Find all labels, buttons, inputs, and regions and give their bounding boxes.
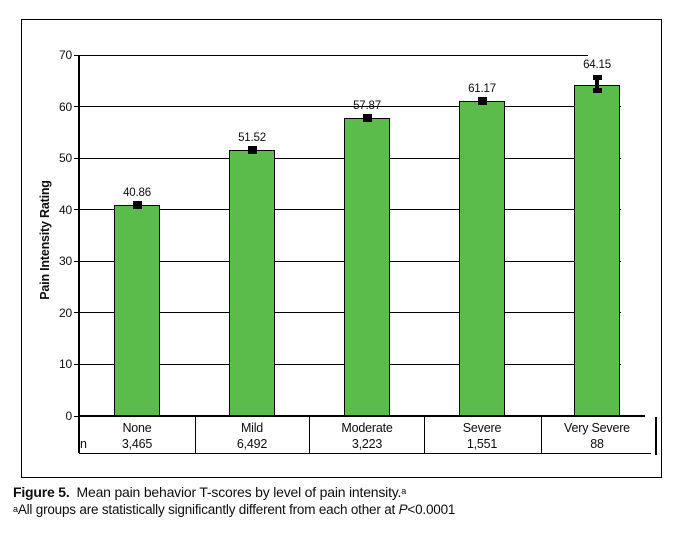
error-bar-stem (595, 75, 599, 94)
category-count: 6,492 (236, 437, 268, 451)
figure-caption-text: Mean pain behavior T-scores by level of … (76, 484, 402, 500)
error-bar-cap-bottom (592, 88, 602, 94)
y-tick-label-60: 60 (59, 99, 72, 114)
category-label: None (122, 421, 152, 435)
bar-none (114, 205, 160, 416)
y-tick-20 (74, 312, 79, 314)
error-bar-marker (132, 201, 142, 210)
bar-value-label: 57.87 (353, 99, 381, 112)
bar-moderate (344, 117, 390, 416)
category-separator-0 (195, 417, 196, 453)
y-tick-50 (74, 157, 79, 159)
footnote-text: All groups are statistically significant… (17, 502, 399, 517)
y-axis-line (78, 55, 80, 453)
y-tick-label-30: 30 (59, 254, 72, 269)
error-bar-marker (362, 113, 372, 122)
figure-caption: Figure 5. Mean pain behavior T-scores by … (13, 484, 406, 501)
y-tick-30 (74, 260, 79, 262)
bar-value-label: 51.52 (238, 132, 266, 145)
y-tick-10 (74, 363, 79, 365)
bar-value-label: 40.86 (123, 187, 151, 200)
footnote-p-symbol: P (398, 502, 408, 517)
gridline-60 (79, 106, 621, 108)
bar-value-label: 64.15 (583, 59, 611, 72)
gridline-70 (79, 54, 588, 56)
x-axis-line (79, 415, 645, 417)
y-tick-0 (74, 415, 79, 417)
error-bar-marker (247, 146, 257, 155)
y-tick-label-20: 20 (59, 305, 72, 320)
y-tick-label-0: 0 (65, 409, 73, 423)
figure-caption-superscript: a (401, 486, 407, 496)
category-separator-1 (309, 417, 310, 453)
y-tick-label-50: 50 (59, 151, 72, 166)
y-tick-70 (74, 54, 79, 56)
category-count: 3,465 (121, 437, 153, 451)
category-separator-3 (541, 417, 542, 453)
y-tick-label-10: 10 (59, 357, 72, 372)
bar-mild (229, 150, 275, 416)
category-label: Very Severe (564, 421, 630, 435)
error-bar-marker (477, 96, 487, 105)
category-label: Mild (240, 421, 264, 435)
category-label: Severe (462, 421, 502, 435)
y-tick-40 (74, 209, 79, 211)
category-count: 1,551 (466, 437, 498, 451)
category-count: 88 (590, 437, 604, 451)
footnote-p-value: <0.0001 (407, 502, 456, 517)
figure-footnote: aAll groups are statistically significan… (13, 502, 455, 518)
y-tick-label-40: 40 (59, 202, 72, 217)
category-label: Moderate (341, 421, 393, 435)
error-bar-cap-top (592, 75, 602, 81)
figure-caption-label: Figure 5. (13, 484, 70, 500)
n-row-label: n (80, 437, 87, 451)
y-tick-60 (74, 106, 79, 108)
footnote-superscript: a (13, 504, 18, 514)
table-bottom-rule (79, 452, 651, 454)
bar-value-label: 61.17 (468, 82, 496, 95)
bar-very-severe (574, 85, 620, 416)
category-count: 3,223 (351, 437, 383, 451)
category-separator-2 (424, 417, 425, 453)
y-tick-label-70: 70 (59, 48, 72, 62)
bar-severe (459, 100, 505, 416)
table-right-cap (655, 417, 657, 455)
